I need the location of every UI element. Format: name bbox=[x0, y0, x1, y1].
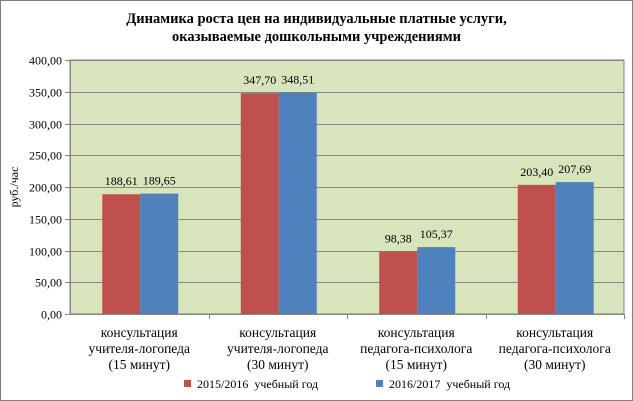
data-label: 189,65 bbox=[143, 174, 176, 188]
bar bbox=[278, 92, 317, 314]
x-category-label: консультация bbox=[378, 325, 455, 340]
x-category-label: (30 минут) bbox=[524, 357, 586, 372]
data-label: 105,37 bbox=[420, 227, 453, 241]
data-label: 347,70 bbox=[243, 73, 276, 87]
y-axis-title: руб./час bbox=[7, 167, 21, 208]
legend-swatch bbox=[184, 380, 191, 387]
bar bbox=[240, 93, 279, 314]
legend-label: 2015/2016 учебный год bbox=[197, 377, 318, 391]
x-category-label: консультация bbox=[101, 325, 178, 340]
chart-title: Динамика роста цен на индивидуальные пла… bbox=[0, 10, 633, 46]
x-category-label: учителя-логопеда bbox=[227, 341, 328, 356]
y-tick-label: 100,00 bbox=[29, 245, 62, 259]
y-tick-label: 250,00 bbox=[29, 149, 62, 163]
y-tick-label: 200,00 bbox=[29, 181, 62, 195]
legend-label: 2016/2017 учебный год bbox=[389, 377, 510, 391]
y-tick-label: 150,00 bbox=[29, 213, 62, 227]
bar bbox=[379, 251, 418, 314]
bar bbox=[140, 193, 179, 314]
bar bbox=[417, 247, 456, 314]
bar bbox=[555, 182, 594, 314]
y-tick-label: 350,00 bbox=[29, 86, 62, 100]
data-label: 348,51 bbox=[281, 73, 314, 87]
data-label: 188,61 bbox=[105, 174, 138, 188]
x-category-label: (30 минут) bbox=[247, 357, 309, 372]
x-category-label: консультация bbox=[239, 325, 316, 340]
x-category-label: (15 минут) bbox=[385, 357, 447, 372]
data-label: 98,38 bbox=[385, 232, 412, 246]
bar bbox=[517, 184, 556, 314]
data-label: 207,69 bbox=[558, 162, 591, 176]
x-category-label: педагога-психолога bbox=[360, 341, 472, 356]
chart-title-line-2: оказываемые дошкольными учреждениями bbox=[172, 29, 461, 45]
x-category-label: (15 минут) bbox=[108, 357, 170, 372]
y-tick-label: 50,00 bbox=[35, 276, 62, 290]
x-category-label: учителя-логопеда bbox=[89, 341, 190, 356]
legend-swatch bbox=[376, 380, 383, 387]
bar bbox=[102, 194, 141, 314]
y-tick-label: 400,00 bbox=[29, 54, 62, 68]
chart-title-line-1: Динамика роста цен на индивидуальные пла… bbox=[126, 11, 507, 27]
y-tick-label: 300,00 bbox=[29, 118, 62, 132]
x-category-label: консультация bbox=[516, 325, 593, 340]
data-label: 203,40 bbox=[520, 165, 553, 179]
y-tick-label: 0,00 bbox=[41, 308, 62, 322]
x-category-label: педагога-психолога bbox=[499, 341, 611, 356]
